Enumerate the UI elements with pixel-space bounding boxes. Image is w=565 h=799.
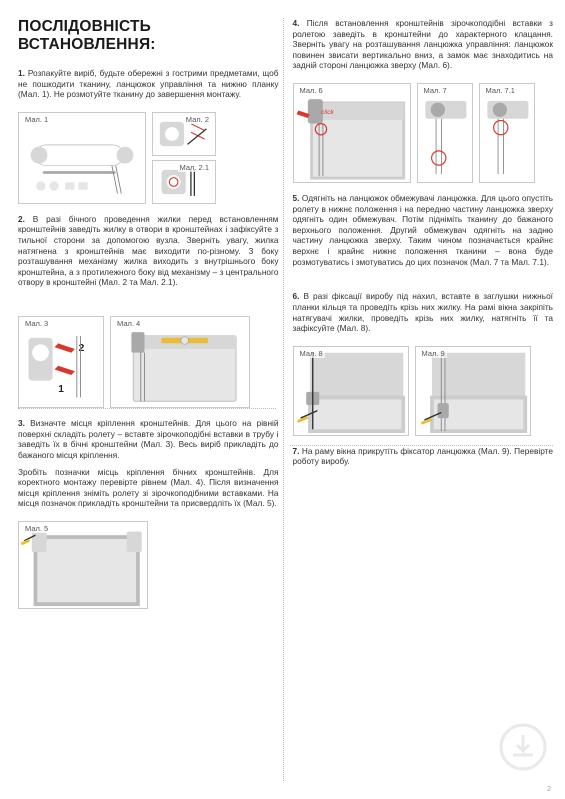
fig-8: Мал. 8 (293, 346, 409, 436)
fig-3: Мал. 3 2 1 (18, 316, 104, 408)
fig-2: Мал. 2 (152, 112, 216, 156)
divider-vertical (283, 18, 284, 781)
step-2: 2. В разі бічного проведення жилки перед… (18, 214, 279, 288)
fig-1: Мал. 1 (18, 112, 146, 204)
svg-text:1: 1 (58, 384, 64, 395)
fig-6: Мал. 6 click (293, 83, 411, 183)
right-column: 4. Після встановлення кронштейнів зірочк… (293, 18, 554, 789)
divider-horizontal-left (18, 408, 276, 409)
svg-text:2: 2 (79, 343, 85, 354)
fig-2-1: Мал. 2.1 (152, 160, 216, 204)
step-7: 7. На раму вікна прикрутіть фіксатор лан… (293, 446, 554, 467)
fig-4: Мал. 4 (110, 316, 250, 408)
click-label: click (320, 109, 334, 116)
step-6: 6. В разі фіксації виробу під нахил, вст… (293, 291, 554, 333)
left-column: ПОСЛІДОВНІСТЬ ВСТАНОВЛЕННЯ: 1. Розпакуйт… (18, 18, 279, 789)
figrow-8-9: Мал. 8 Мал. 9 (293, 346, 554, 436)
divider-horizontal-right (290, 445, 554, 446)
step-3: 3. Визначте місця кріплення кронштейнів.… (18, 418, 279, 460)
step-4: 4. Після встановлення кронштейнів зірочк… (293, 18, 554, 71)
figrow-1-2: Мал. 1 Мал. 2 (18, 112, 279, 204)
figrow-5: Мал. 5 (18, 521, 279, 609)
fig-7: Мал. 7 (417, 83, 473, 183)
figrow-3-4: Мал. 3 2 1 Мал. 4 (18, 316, 279, 408)
figrow-6-7: Мал. 6 click Мал. 7 (293, 83, 554, 183)
page-number: 2 (547, 786, 551, 793)
step-1: 1. Розпакуйте виріб, будьте обережні з г… (18, 68, 279, 100)
fig-5: Мал. 5 (18, 521, 148, 609)
step-5: 5. Одягніть на ланцюжок обмежувачі ланцю… (293, 193, 554, 267)
fig-9: Мал. 9 (415, 346, 531, 436)
step-3b: Зробіть позначки місць кріплення бічних … (18, 467, 279, 509)
watermark-icon (499, 723, 547, 771)
page-title: ПОСЛІДОВНІСТЬ ВСТАНОВЛЕННЯ: (18, 18, 279, 54)
fig-7-1: Мал. 7.1 (479, 83, 535, 183)
